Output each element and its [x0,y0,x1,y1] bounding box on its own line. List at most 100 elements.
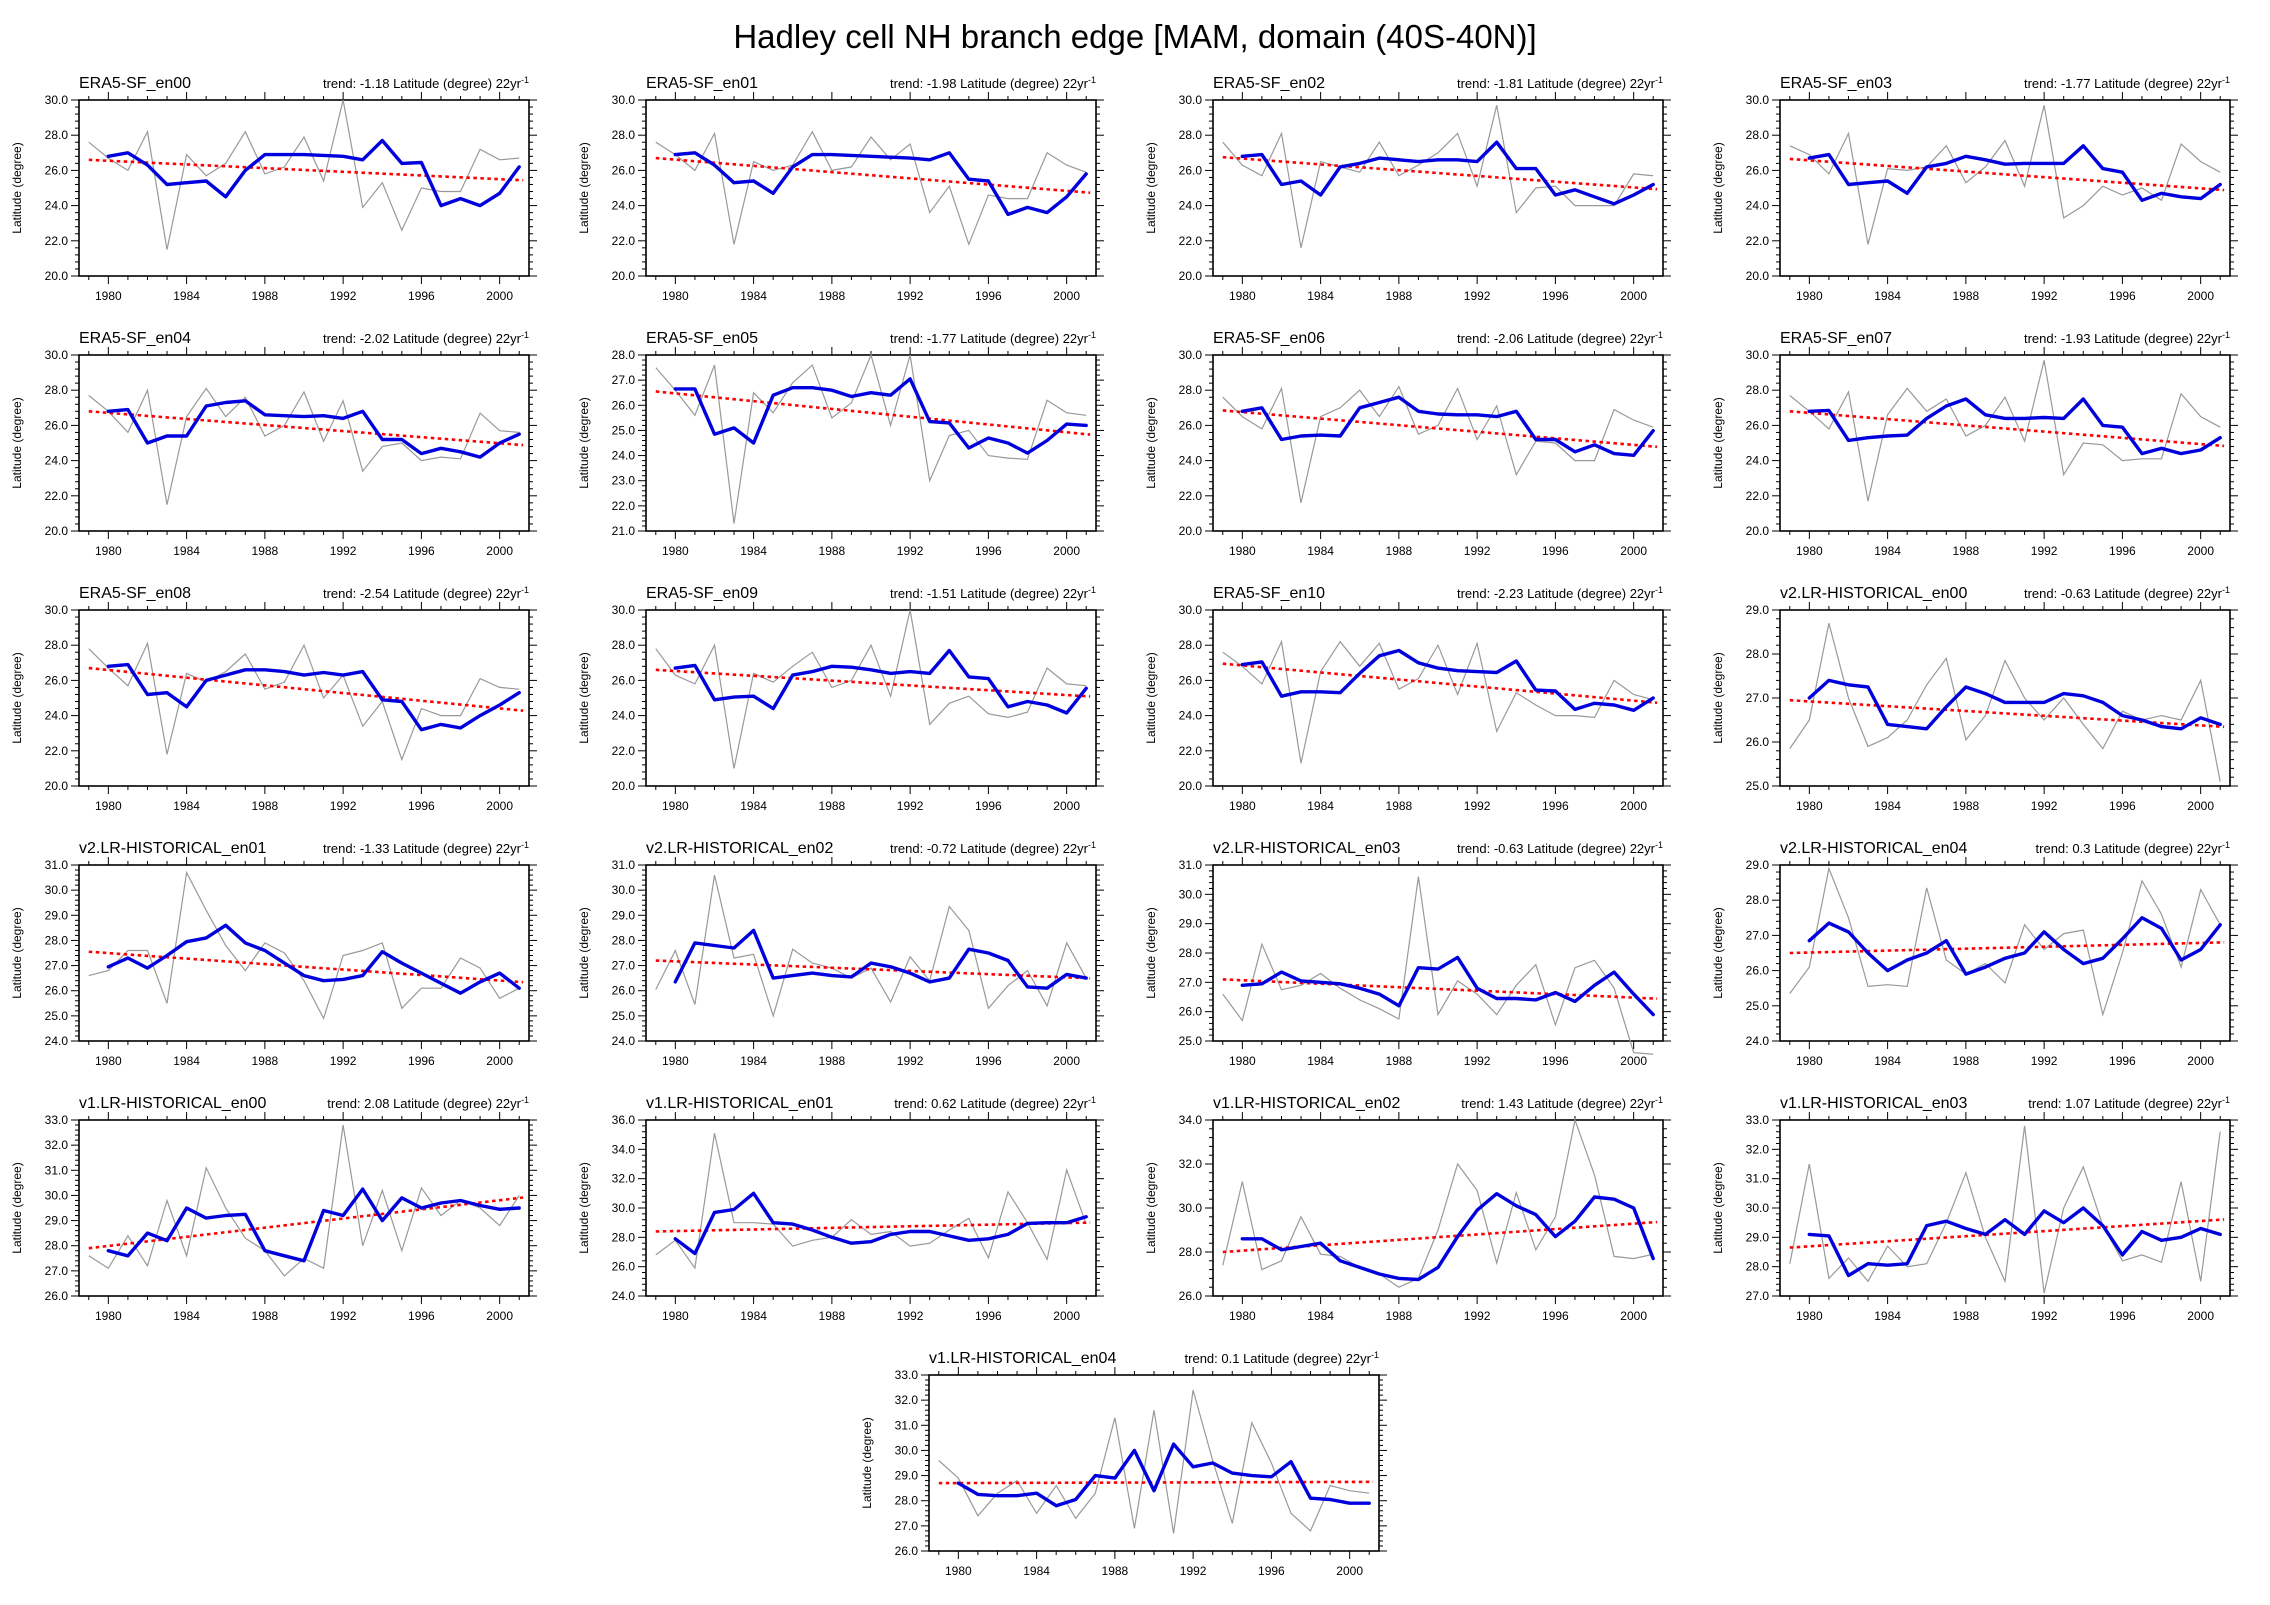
y-tick-label: 20.0 [1745,269,1769,283]
x-tick-label: 1984 [1874,1054,1901,1068]
chart-era5-sf-en10: ERA5-SF_en10 trend: -2.23 Latitude (degre… [1144,585,1671,813]
x-tick-label: 2000 [1053,544,1080,558]
x-tick-label: 1996 [975,1054,1002,1068]
y-tick-label: 30.0 [44,93,68,107]
trend-line [88,950,523,984]
trend-line [1789,941,2224,955]
panel-title: ERA5-SF_en07 [1780,330,1892,347]
trend-line [1222,155,1657,191]
y-axis-label: Latitude (degree) [1144,142,1158,233]
x-tick-label: 1984 [740,799,767,813]
x-tick-label: 1992 [2030,289,2057,303]
y-axis-label: Latitude (degree) [10,142,24,233]
y-tick-label: 25.0 [611,423,635,437]
x-tick-label: 1984 [173,1309,200,1323]
x-tick-label: 2000 [1053,1309,1080,1323]
x-tick-label: 1980 [661,1309,688,1323]
plot-border [1211,1119,1664,1297]
x-tick-label: 1988 [251,1054,278,1068]
chart-v1-lr-historical-en01: v1.LR-HISTORICAL_en01 trend: 0.62 Latitud… [577,1095,1104,1323]
y-tick-label: 24.0 [611,709,635,723]
raw-series-line [654,874,1087,1018]
y-tick-label: 26.0 [1178,1005,1202,1019]
axis-ticks [70,1112,537,1304]
plot-border [1778,1119,2231,1297]
x-tick-label: 2000 [486,1309,513,1323]
x-tick-label: 2000 [1053,799,1080,813]
x-tick-label: 1996 [1542,1309,1569,1323]
axis-ticks [637,602,1104,794]
y-tick-label: 30.0 [895,1443,919,1457]
trend-line [655,390,1090,436]
raw-series-line [88,870,519,1020]
y-tick-label: 22.0 [1745,489,1769,503]
axis-ticks [1204,602,1671,794]
y-tick-label: 31.0 [895,1418,919,1432]
axis-ticks [1204,92,1671,284]
y-tick-label: 30.0 [44,1188,68,1202]
y-axis-label: Latitude (degree) [1711,142,1725,233]
panel-title: v2.LR-HISTORICAL_en04 [1780,840,1967,857]
trend-label: trend: 0.1 Latitude (degree) 22yr-1 [1185,1350,1379,1366]
x-tick-label: 1980 [94,799,121,813]
axis-ticks [1204,1112,1671,1304]
y-tick-label: 24.0 [1178,709,1202,723]
y-tick-label: 24.0 [611,449,635,463]
x-tick-label: 1992 [329,1309,356,1323]
trend-label: trend: -1.77 Latitude (degree) 22yr-1 [2023,75,2229,91]
x-tick-label: 1980 [94,1054,121,1068]
axis-ticks [70,602,537,794]
y-tick-label: 26.0 [1745,735,1769,749]
smoothed-series-line [1240,395,1655,458]
y-axis-label: Latitude (degree) [577,652,591,743]
trend-label: trend: -0.63 Latitude (degree) 22yr-1 [1456,840,1662,856]
panel-era5-sf-en08: ERA5-SF_en08 trend: -2.54 Latitude (degre… [1,572,568,824]
x-tick-label: 1988 [1385,544,1412,558]
x-tick-label: 2000 [486,799,513,813]
x-tick-label: 1996 [975,544,1002,558]
panel-era5-sf-en00: ERA5-SF_en00 trend: -1.18 Latitude (degre… [1,62,568,314]
smoothed-series-line [1807,916,2222,976]
y-tick-label: 32.0 [895,1393,919,1407]
trend-line [655,668,1090,698]
x-tick-label: 1980 [1795,799,1822,813]
x-tick-label: 1984 [173,799,200,813]
y-axis-label: Latitude (degree) [1711,397,1725,488]
panel-title: ERA5-SF_en02 [1213,75,1325,92]
x-tick-label: 1980 [1228,1054,1255,1068]
plot-border [1778,99,2231,277]
y-tick-label: 32.0 [44,1138,68,1152]
y-tick-label: 20.0 [44,524,68,538]
y-axis-label: Latitude (degree) [10,397,24,488]
chart-v1-lr-historical-en03: v1.LR-HISTORICAL_en03 trend: 1.07 Latitud… [1711,1095,2238,1323]
smoothed-series-line [1807,1206,2222,1278]
x-tick-label: 1984 [1307,1054,1334,1068]
trend-line [655,959,1090,980]
chart-v1-lr-historical-en04: v1.LR-HISTORICAL_en04 trend: 0.1 Latitude… [860,1350,1387,1578]
x-tick-label: 1996 [2109,1309,2136,1323]
y-tick-label: 31.0 [44,1163,68,1177]
axis-ticks [1204,857,1671,1049]
smoothed-series-line [1240,955,1655,1017]
x-tick-label: 1996 [975,1309,1002,1323]
chart-v2-lr-historical-en04: v2.LR-HISTORICAL_en04 trend: 0.3 Latitude… [1711,840,2238,1068]
trend-label: trend: -1.98 Latitude (degree) 22yr-1 [889,75,1095,91]
x-tick-label: 1992 [329,289,356,303]
y-tick-label: 28.0 [44,1239,68,1253]
x-tick-label: 1980 [1795,544,1822,558]
panel-title: ERA5-SF_en00 [79,75,191,92]
axis-ticks [70,857,537,1049]
y-tick-label: 27.0 [895,1519,919,1533]
smoothed-series-line [106,1187,521,1263]
x-tick-label: 1988 [1952,1054,1979,1068]
chart-era5-sf-en04: ERA5-SF_en04 trend: -2.02 Latitude (degre… [10,330,537,558]
raw-series-line [1788,1125,2221,1294]
panel-title: v1.LR-HISTORICAL_en04 [929,1350,1116,1367]
panel-title: ERA5-SF_en10 [1213,585,1325,602]
y-tick-label: 26.0 [44,1289,68,1303]
panel-era5-sf-en02: ERA5-SF_en02 trend: -1.81 Latitude (degre… [1135,62,1702,314]
y-tick-label: 27.0 [611,959,635,973]
y-tick-label: 21.0 [611,524,635,538]
panel-v2-lr-historical-en03: v2.LR-HISTORICAL_en03 trend: -0.63 Latitu… [1135,827,1702,1079]
x-tick-label: 1992 [329,1054,356,1068]
